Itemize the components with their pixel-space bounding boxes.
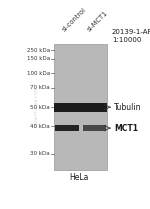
Text: 250 kDa: 250 kDa — [27, 47, 50, 52]
Text: WWW.PTGLAB.COM: WWW.PTGLAB.COM — [35, 87, 39, 127]
Text: Tubulin: Tubulin — [114, 103, 142, 112]
Bar — [83, 125, 106, 131]
Bar — [54, 44, 107, 170]
Text: 20139-1-AP
1:10000: 20139-1-AP 1:10000 — [112, 29, 150, 43]
Text: 100 kDa: 100 kDa — [27, 71, 50, 76]
Text: 150 kDa: 150 kDa — [27, 56, 50, 61]
Bar — [54, 103, 106, 112]
Text: 70 kDa: 70 kDa — [30, 85, 50, 90]
Text: 30 kDa: 30 kDa — [30, 151, 50, 156]
Text: si-MCT1: si-MCT1 — [86, 10, 109, 32]
Text: HeLa: HeLa — [69, 173, 89, 182]
Text: 40 kDa: 40 kDa — [30, 124, 50, 129]
Bar — [55, 125, 79, 131]
Text: si-control: si-control — [62, 6, 88, 32]
Text: MCT1: MCT1 — [114, 124, 138, 133]
Text: 50 kDa: 50 kDa — [30, 105, 50, 110]
